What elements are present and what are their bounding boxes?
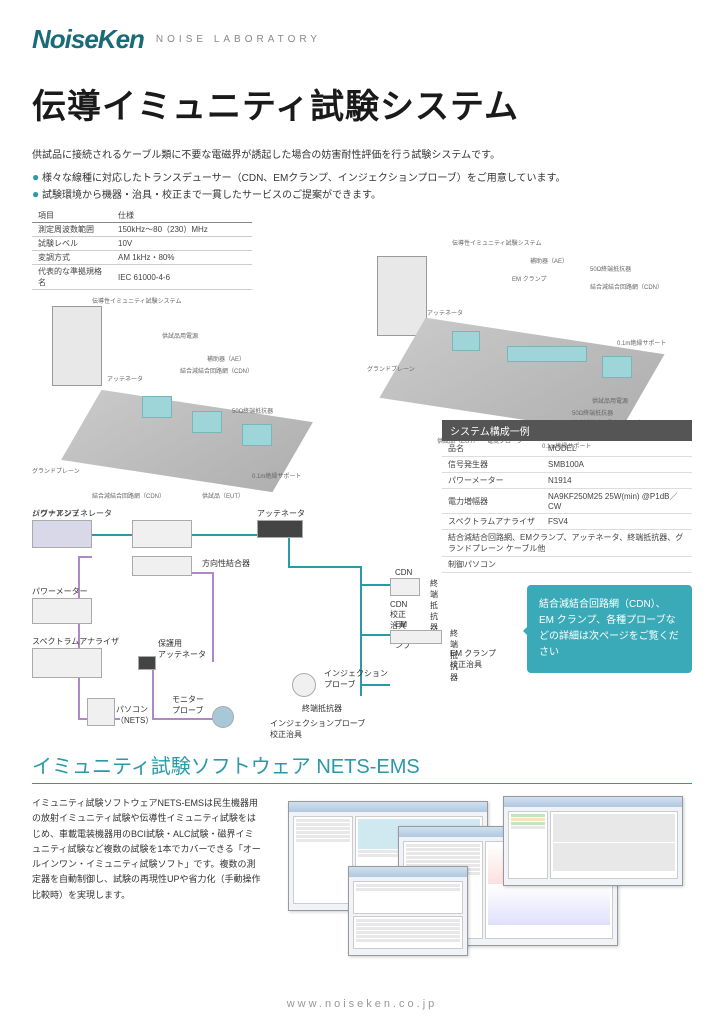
system-config-table: システム構成一例 品名MODEL 信号発生器SMB100A パワーメーターN19… xyxy=(442,420,692,573)
callout-box: 結合減結合回路網（CDN）、EM クランプ、各種プローブなどの詳細は次ページをご… xyxy=(527,585,692,673)
bullet-2: ● 試験環境から機器・治具・校正まで一貫したサービスのご提案ができます。 xyxy=(32,186,692,201)
header: NoiseKen NOISE LABORATORY xyxy=(32,24,692,55)
software-screenshots xyxy=(278,796,692,966)
spec-table: 項目仕様 測定周波数範囲150kHz～80（230）MHz 試験レベル10V 変… xyxy=(32,209,252,290)
logo-tagline: NOISE LABORATORY xyxy=(156,34,321,45)
bullet-1: ● 様々な線種に対応したトランスデューサー（CDN、EMクランプ、インジェクショ… xyxy=(32,169,692,184)
software-section: イミュニティ試験ソフトウェア NETS-EMS イミュニティ試験ソフトウェアNE… xyxy=(32,750,692,966)
footer-url: www.noiseken.co.jp xyxy=(0,998,724,1010)
software-description: イミュニティ試験ソフトウェアNETS-EMSは民生機器用の放射イミュニティ試験や… xyxy=(32,796,262,966)
logo: NoiseKen xyxy=(32,24,144,55)
software-title: イミュニティ試験ソフトウェア NETS-EMS xyxy=(32,750,692,784)
system-config-title: システム構成一例 xyxy=(442,420,692,441)
block-diagram: シグナルジェネレータ パワーアンプ アッテネータ 方向性結合器 パワーメーター … xyxy=(32,508,412,738)
description: 供試品に接続されるケーブル類に不要な電磁界が誘起した場合の妨害耐性評価を行う試験… xyxy=(32,146,692,161)
page-title: 伝導イミュニティ試験システム xyxy=(32,79,692,128)
